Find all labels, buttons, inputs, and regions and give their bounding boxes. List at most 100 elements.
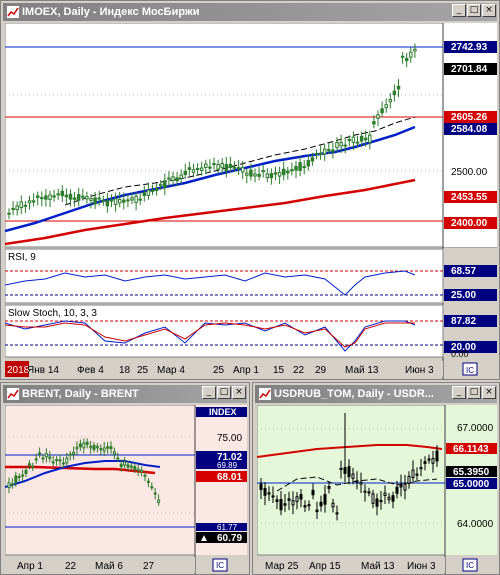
imoex-chart[interactable]: 2742.93 2701.84 2605.26 2584.08 2500.00 … [5,23,497,379]
brent-candles [7,438,161,506]
usdrub-title: USDRUB_TOM, Daily - USDR... [274,388,434,400]
usdrub-price-label: 65.0000 [453,479,490,490]
candle-body [323,494,327,505]
close-button[interactable]: × [232,386,246,399]
candle-body [339,142,343,147]
candle-body [319,501,323,507]
candle-body [117,198,122,204]
candle-body [146,189,151,196]
candle-body [347,466,351,478]
candle-body [75,446,79,450]
candle-body [295,496,299,503]
usdrub-price-label: 67.0000 [457,423,494,434]
stoch-level: 20.00 [451,342,476,353]
candle-body [175,177,179,182]
candle-body [331,502,335,508]
date-label: 22 [65,561,77,572]
candle-body [212,163,216,166]
candle-body [154,188,159,192]
minimize-button[interactable]: _ [452,4,466,17]
candle-body [85,441,89,445]
close-button[interactable]: × [482,4,496,17]
usdrub-chart-window[interactable]: USDRUB_TOM, Daily - USDR... _ □ × 67.000… [252,382,500,575]
rsi-level: 25.00 [451,290,476,301]
candle-body [55,459,59,462]
candle-body [68,453,72,456]
imoex-titlebar[interactable]: IMOEX, Daily - Индекс МосБиржи [3,3,497,21]
minimize-button[interactable]: _ [202,386,216,399]
brent-price-label: 68.01 [217,472,242,483]
stoch-value: 87.82 [451,316,476,327]
date-label-2018: 2018 [7,365,30,376]
candle-body [52,195,56,198]
brent-chart[interactable]: INDEX 75.00 71.02 69.89 68.01 61.77 ▲ 60… [5,405,247,574]
candle-body [109,199,114,202]
imoex-chart-window[interactable]: IMOEX, Daily - Индекс МосБиржи _ □ × 274… [0,0,500,380]
chart-settings-icon[interactable] [462,558,478,572]
candle-body [143,474,147,477]
candle-body [269,173,274,179]
candle-body [48,456,52,459]
usdrub-chart[interactable]: 67.0000 66.1143 65.3950 65.0000 64.0000 … [257,405,497,574]
chart-settings-icon[interactable] [462,362,478,376]
candle-body [17,475,21,478]
price-label-2400: 2400.00 [451,218,488,229]
usdrub-price-label: 64.0000 [457,519,494,530]
maximize-button[interactable]: □ [467,4,481,17]
candle-body [307,504,311,507]
date-label: Мар 25 [265,561,299,572]
candle-body [391,495,395,502]
usdrub-candles [259,413,439,521]
candle-body [302,166,306,169]
date-label: Май 6 [95,561,123,572]
candle-body [435,450,439,462]
candle-body [56,193,60,196]
candle-body [387,496,391,500]
chart-settings-icon-glyph: IC [216,561,224,570]
candle-body [183,170,188,175]
candle-body [31,200,36,203]
candle-body [126,199,130,202]
maximize-button[interactable]: □ [217,386,231,399]
brent-chart-window[interactable]: BRENT, Daily - BRENT _ □ × INDEX 75.00 7… [0,382,250,575]
candle-body [208,166,212,169]
candle-body [58,459,62,462]
date-label: 29 [315,365,327,376]
candle-body [359,481,363,485]
chart-settings-icon[interactable] [212,558,228,572]
candle-body [224,164,229,172]
candle-body [355,480,359,483]
candle-body [123,461,127,466]
candle-body [7,482,11,489]
minimize-button[interactable]: _ [452,386,466,399]
candle-body [44,453,48,458]
price-label-2742: 2742.93 [451,42,488,53]
date-label: Мар 4 [157,365,185,376]
candle-body [81,195,85,198]
candle-body [7,212,11,215]
usdrub-titlebar[interactable]: USDRUB_TOM, Daily - USDR... [255,385,497,403]
candle-body [150,190,155,193]
candle-body [343,144,347,147]
candle-body [150,486,154,489]
candle-body [291,500,295,506]
brent-titlebar[interactable]: BRENT, Daily - BRENT [3,385,247,403]
candle-body [279,499,283,511]
candle-body [97,197,101,200]
candle-body [40,197,44,200]
candle-body [404,57,409,62]
candle-body [112,451,116,455]
close-button[interactable]: × [482,386,496,399]
candle-body [351,473,355,479]
candle-body [38,452,42,455]
candle-body [171,176,175,181]
candle-body [371,493,375,504]
maximize-button[interactable]: □ [467,386,481,399]
candle-body [343,467,347,474]
chart-settings-icon-glyph: IC [466,366,474,375]
candle-body [267,492,271,495]
candle-body [82,442,86,449]
brent-price-label: 60.79 [217,533,242,544]
candle-body [331,149,335,153]
candle-body [415,473,419,476]
